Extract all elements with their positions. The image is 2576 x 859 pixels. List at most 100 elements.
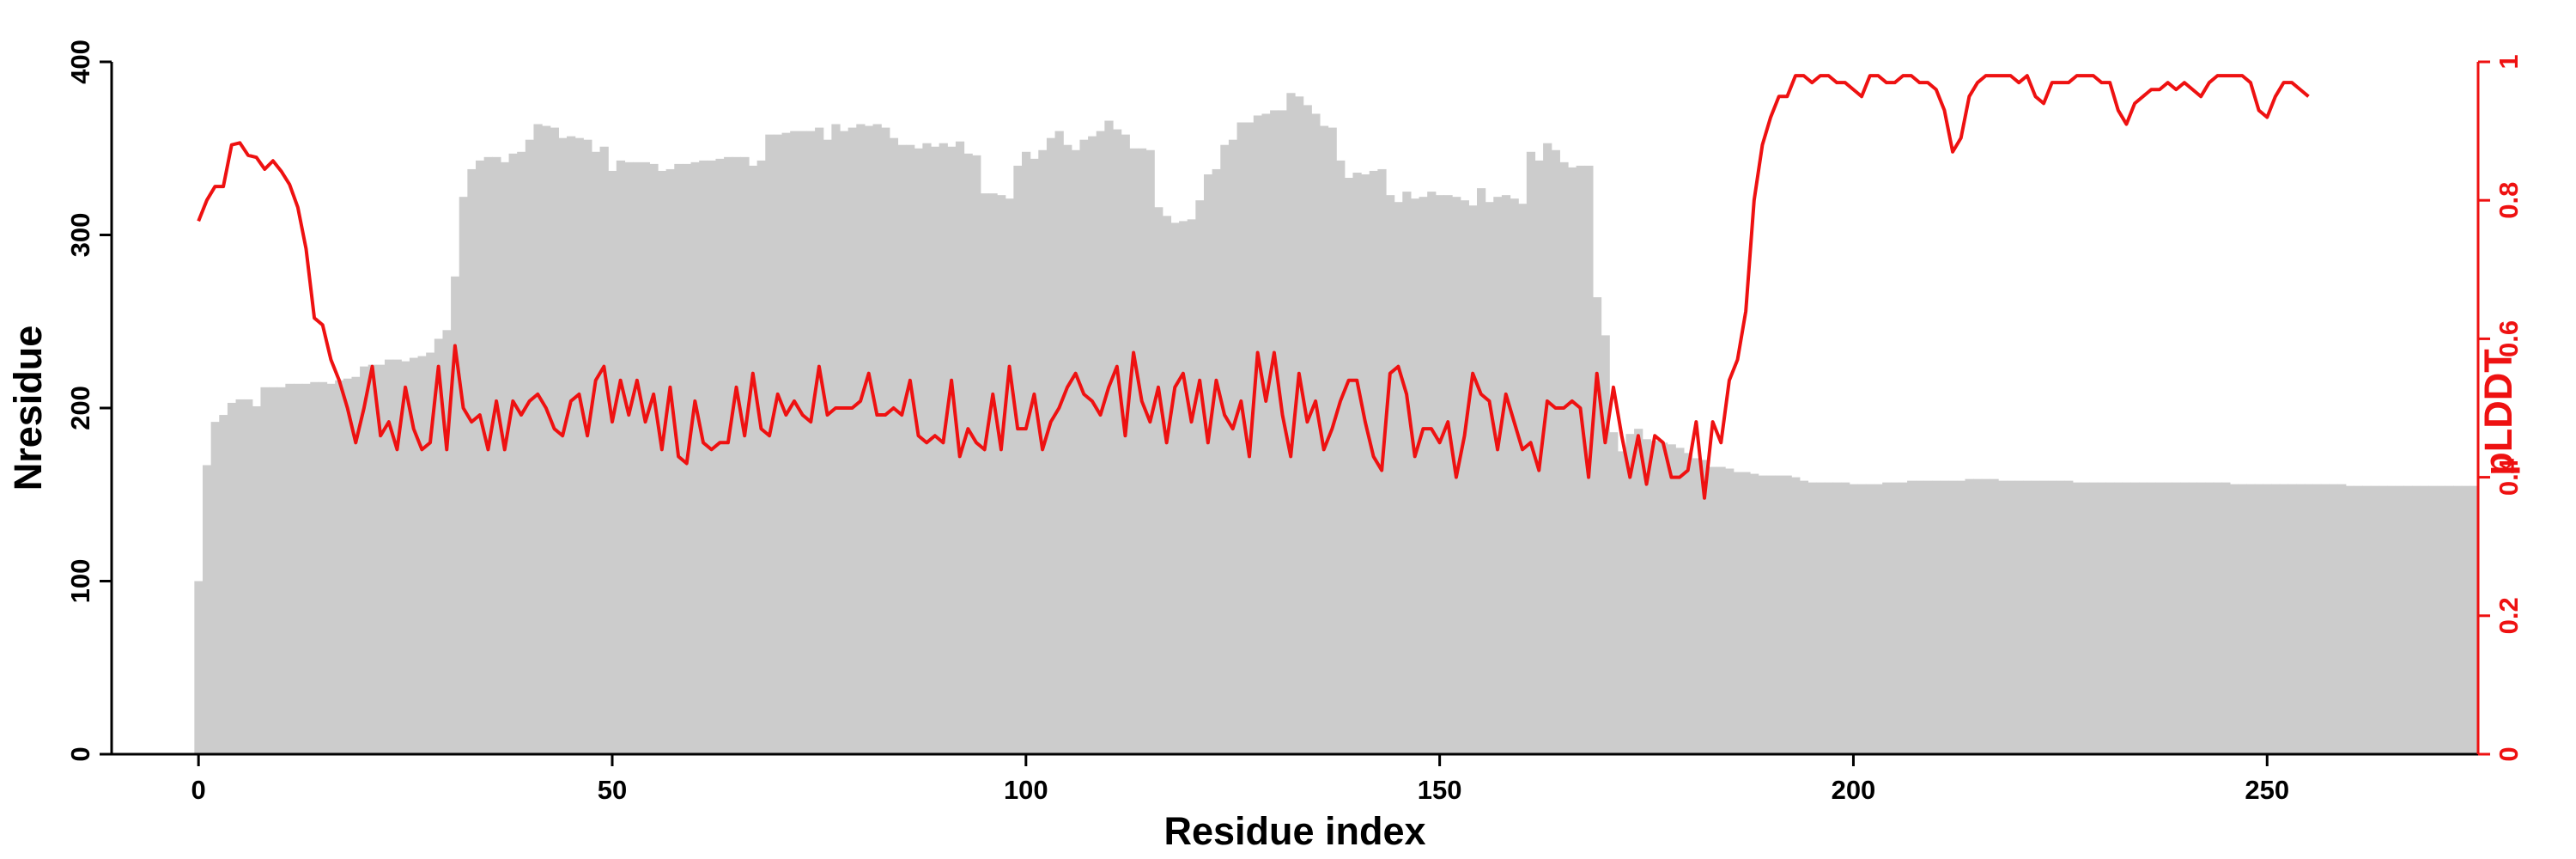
- nresidue-bar: [1733, 472, 1742, 754]
- nresidue-bar: [980, 193, 990, 754]
- nresidue-bar: [2461, 485, 2470, 754]
- nresidue-bar: [1700, 460, 1710, 754]
- nresidue-bar: [988, 193, 998, 754]
- nresidue-bar: [227, 402, 237, 754]
- nresidue-bar: [2379, 485, 2388, 754]
- nresidue-bar: [1998, 480, 2008, 754]
- nresidue-bar: [550, 127, 559, 754]
- nresidue-bar: [385, 359, 394, 754]
- nresidue-bar: [2296, 484, 2306, 754]
- nresidue-bar: [533, 124, 543, 755]
- nresidue-bar: [1336, 160, 1346, 755]
- nresidue-bar: [633, 161, 642, 754]
- nresidue-bar: [210, 422, 220, 754]
- nresidue-bar: [749, 165, 758, 754]
- nresidue-bar: [1948, 480, 1958, 754]
- nresidue-bar: [1361, 174, 1370, 755]
- nresidue-bar: [1187, 219, 1196, 754]
- nresidue-bar: [1741, 472, 1751, 754]
- nresidue-bar: [1683, 453, 1693, 754]
- nresidue-bar: [326, 383, 336, 754]
- nresidue-bar: [318, 381, 328, 754]
- nresidue-bar: [1890, 482, 1900, 754]
- nresidue-bar: [1725, 468, 1735, 754]
- nresidue-bar: [2387, 485, 2397, 754]
- y-axis-right-title: pLDDT: [2476, 349, 2520, 475]
- nresidue-bar: [203, 465, 212, 754]
- nresidue-bar: [1750, 473, 1759, 754]
- nresidue-bar: [1708, 466, 1718, 754]
- nresidue-bar: [922, 143, 932, 754]
- nresidue-bar: [1766, 475, 1776, 754]
- nresidue-bar: [2287, 484, 2297, 754]
- nresidue-bar: [1783, 475, 1792, 754]
- nresidue-bar: [483, 156, 493, 754]
- nresidue-bar: [2114, 482, 2123, 754]
- nresidue-bar: [508, 153, 518, 755]
- axes: 0 50 100 150 200 250 0 100 200 300 400 0 0.2 0.4 0.6 0.…: [65, 40, 2524, 805]
- nresidue-bar: [500, 161, 510, 754]
- nresidue-bar: [1791, 477, 1801, 754]
- nresidue-bar: [2428, 485, 2438, 754]
- nresidue-bar: [2039, 480, 2049, 754]
- nresidue-bar: [1592, 297, 1602, 754]
- nresidue-bar: [897, 144, 907, 755]
- nresidue-bar: [1973, 478, 1983, 754]
- nresidue-bar: [1493, 197, 1503, 755]
- x-tick-label: 150: [1418, 775, 1462, 805]
- nresidue-bar: [1278, 110, 1287, 755]
- nresidue-bar: [2081, 482, 2090, 754]
- nresidue-bar: [740, 156, 750, 754]
- nresidue-bar: [1551, 149, 1560, 754]
- nresidue-bar: [1692, 458, 1701, 754]
- y-right-tick-label: 0.8: [2494, 182, 2524, 219]
- nresidue-bar: [401, 361, 410, 754]
- nresidue-bar: [2172, 482, 2181, 754]
- nresidue-bar: [1352, 172, 1362, 754]
- nresidue-bar: [1518, 204, 1528, 755]
- nresidue-bar: [1427, 192, 1437, 755]
- x-axis-title: Residue index: [1163, 809, 1425, 853]
- nresidue-bar: [1311, 113, 1321, 754]
- nresidue-bar: [1510, 198, 1519, 754]
- nresidue-bar: [1443, 195, 1453, 754]
- nresidue-bar: [459, 197, 468, 755]
- nresidue-bar: [831, 124, 841, 755]
- nresidue-bar: [2470, 485, 2479, 754]
- nresidue-bar: [939, 143, 948, 754]
- nresidue-bar: [1899, 482, 1908, 754]
- nresidue-bar: [1402, 192, 1412, 755]
- nresidue-bar: [1501, 195, 1511, 754]
- y-left-tick-label: 200: [65, 386, 95, 430]
- nresidue-bar: [1344, 178, 1354, 754]
- nresidue-bar: [343, 378, 353, 754]
- nresidue-bar: [2246, 484, 2256, 754]
- nresidue-bar: [1543, 143, 1552, 754]
- nresidue-bar: [724, 156, 733, 754]
- nresidue-bar: [492, 156, 501, 754]
- nresidue-bar: [1559, 161, 1569, 754]
- nresidue-bar: [823, 139, 832, 754]
- nresidue-bar: [1965, 478, 1974, 754]
- nresidue-bar: [1410, 198, 1420, 754]
- nresidue-bar: [1485, 202, 1494, 755]
- nresidue-bar: [624, 161, 634, 754]
- nresidue-bar: [1162, 216, 1172, 755]
- nresidue-bar: [616, 160, 626, 755]
- nresidue-bar: [1849, 484, 1858, 754]
- nresidue-bar: [1054, 131, 1064, 755]
- nresidue-bar: [235, 399, 245, 754]
- nresidue-bar: [525, 139, 535, 754]
- nresidue-bar: [765, 134, 775, 754]
- nresidue-bar: [583, 139, 592, 754]
- nresidue-bar: [517, 151, 526, 754]
- nresidue-bar: [2122, 482, 2131, 754]
- nresidue-bar: [864, 125, 874, 754]
- nresidue-bar: [2403, 485, 2413, 754]
- nresidue-bar: [567, 136, 576, 754]
- nresidue-bar: [335, 380, 344, 754]
- nresidue-bar: [426, 352, 435, 754]
- nresidue-bar: [2056, 480, 2065, 754]
- nresidue-bar: [1212, 168, 1221, 754]
- nresidue-bar: [1145, 149, 1155, 754]
